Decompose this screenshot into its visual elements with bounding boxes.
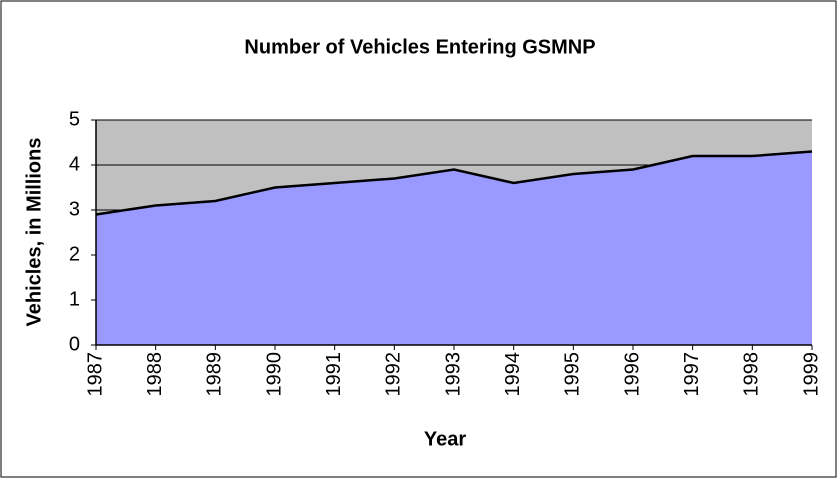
x-tick-label: 1992 (383, 352, 405, 397)
x-axis-label: Year (424, 428, 466, 450)
y-tick-label: 1 (69, 288, 80, 310)
x-tick-label: 1990 (263, 352, 285, 397)
x-tick-label: 1995 (562, 352, 584, 397)
y-axis-label: Vehicles, in Millions (23, 138, 45, 327)
y-tick-label: 5 (69, 108, 80, 130)
area-line (95, 150, 813, 216)
x-tick-label: 1998 (741, 352, 763, 397)
x-tick-label: 1994 (502, 352, 524, 397)
x-tick-label: 1997 (681, 352, 703, 397)
x-tick-label: 1993 (442, 352, 464, 397)
y-tick-label: 0 (69, 333, 80, 355)
y-tick-label: 3 (69, 198, 80, 220)
x-tick-label: 1999 (800, 352, 822, 397)
y-tick-label: 2 (69, 243, 80, 265)
chart-title: Number of Vehicles Entering GSMNP (244, 36, 595, 58)
x-tick-label: 1988 (144, 352, 166, 397)
y-tick-label: 4 (69, 153, 80, 175)
x-tick-label: 1987 (84, 352, 106, 397)
x-tick-label: 1991 (323, 352, 345, 397)
x-tick-label: 1996 (621, 352, 643, 397)
x-tick-label: 1989 (204, 352, 226, 397)
area (96, 151, 812, 345)
